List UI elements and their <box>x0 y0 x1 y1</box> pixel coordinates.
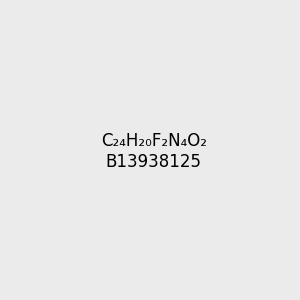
Text: C₂₄H₂₀F₂N₄O₂
B13938125: C₂₄H₂₀F₂N₄O₂ B13938125 <box>101 132 207 171</box>
